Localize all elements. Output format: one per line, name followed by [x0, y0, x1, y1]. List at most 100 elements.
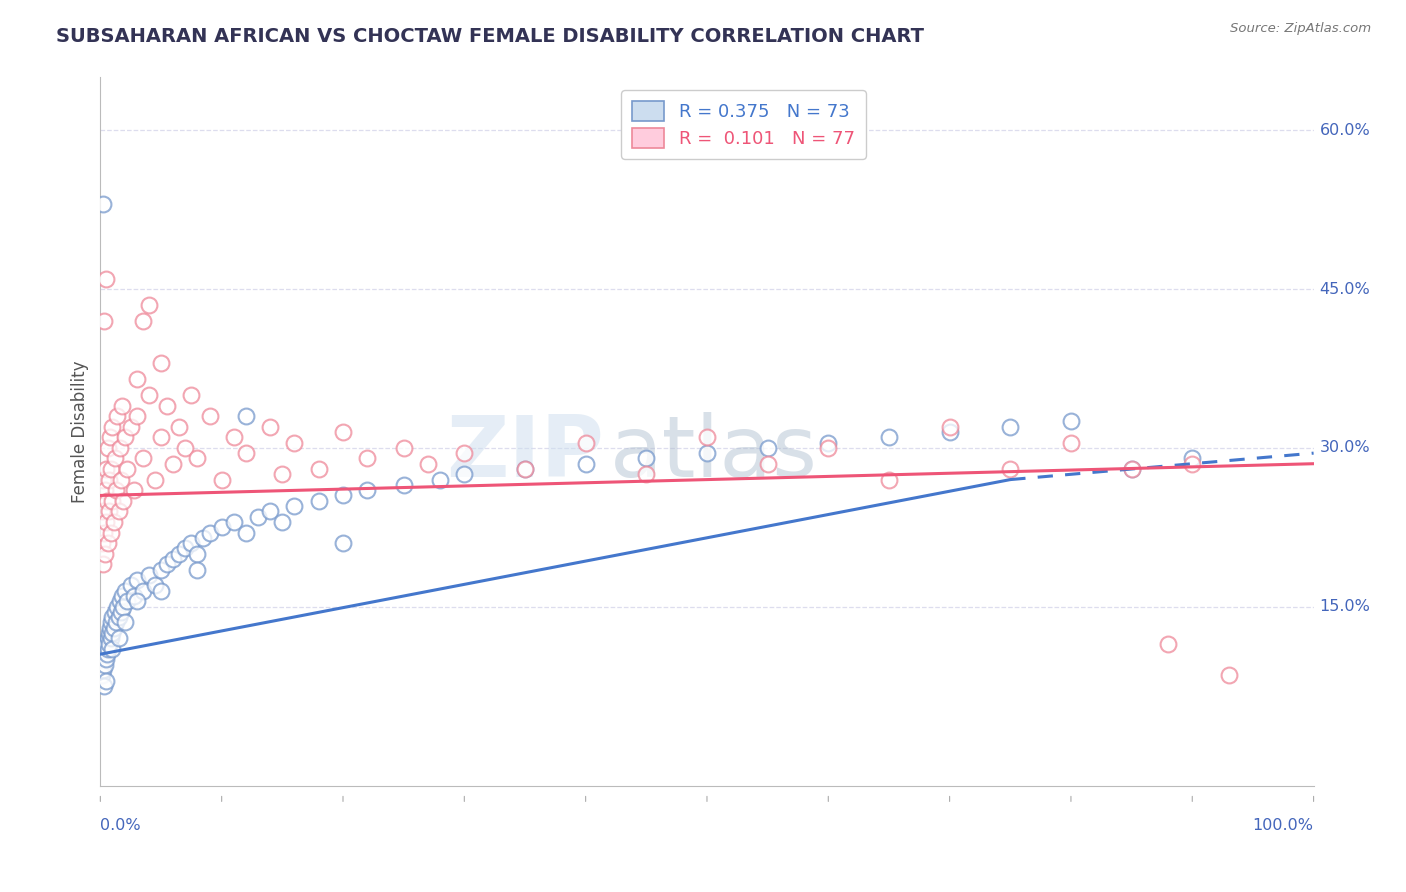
Point	[97, 641, 120, 656]
Point	[94, 641, 117, 656]
Point	[114, 430, 136, 444]
Point	[308, 493, 330, 508]
Point	[91, 197, 114, 211]
Text: 100.0%: 100.0%	[1253, 818, 1313, 833]
Point	[108, 594, 131, 608]
Point	[97, 632, 120, 646]
Point	[143, 473, 166, 487]
Point	[235, 446, 257, 460]
Point	[105, 409, 128, 423]
Point	[877, 473, 900, 487]
Point	[174, 541, 197, 556]
Point	[100, 615, 122, 630]
Point	[453, 446, 475, 460]
Text: ZIP: ZIP	[446, 412, 603, 495]
Point	[636, 451, 658, 466]
Point	[111, 589, 134, 603]
Point	[103, 621, 125, 635]
Point	[150, 563, 173, 577]
Point	[696, 430, 718, 444]
Point	[120, 578, 142, 592]
Point	[186, 547, 208, 561]
Point	[105, 615, 128, 630]
Point	[93, 647, 115, 661]
Point	[101, 641, 124, 656]
Point	[96, 637, 118, 651]
Point	[513, 462, 536, 476]
Point	[93, 657, 115, 672]
Point	[636, 467, 658, 482]
Text: 15.0%: 15.0%	[1320, 599, 1371, 614]
Point	[100, 462, 122, 476]
Point	[1060, 414, 1083, 428]
Point	[180, 536, 202, 550]
Point	[575, 457, 598, 471]
Point	[1060, 435, 1083, 450]
Point	[198, 409, 221, 423]
Point	[132, 583, 155, 598]
Point	[115, 594, 138, 608]
Point	[180, 388, 202, 402]
Point	[138, 388, 160, 402]
Point	[211, 473, 233, 487]
Point	[93, 473, 115, 487]
Point	[332, 488, 354, 502]
Point	[271, 467, 294, 482]
Point	[1218, 668, 1240, 682]
Point	[167, 547, 190, 561]
Point	[97, 626, 120, 640]
Point	[107, 504, 129, 518]
Point	[124, 589, 146, 603]
Legend: R = 0.375   N = 73, R =  0.101   N = 77: R = 0.375 N = 73, R = 0.101 N = 77	[621, 90, 866, 159]
Point	[100, 632, 122, 646]
Point	[162, 457, 184, 471]
Point	[120, 419, 142, 434]
Point	[101, 610, 124, 624]
Point	[101, 493, 124, 508]
Point	[98, 504, 121, 518]
Point	[97, 473, 120, 487]
Point	[96, 271, 118, 285]
Point	[114, 615, 136, 630]
Point	[332, 425, 354, 439]
Point	[138, 567, 160, 582]
Text: 60.0%: 60.0%	[1320, 123, 1371, 138]
Point	[186, 451, 208, 466]
Text: atlas: atlas	[610, 412, 818, 495]
Point	[150, 356, 173, 370]
Point	[332, 536, 354, 550]
Point	[696, 446, 718, 460]
Point	[111, 399, 134, 413]
Point	[96, 673, 118, 688]
Point	[112, 599, 135, 614]
Point	[101, 626, 124, 640]
Point	[105, 483, 128, 498]
Point	[174, 441, 197, 455]
Point	[93, 525, 115, 540]
Point	[1181, 451, 1204, 466]
Y-axis label: Female Disability: Female Disability	[72, 360, 89, 503]
Point	[143, 578, 166, 592]
Point	[392, 478, 415, 492]
Point	[110, 605, 132, 619]
Point	[125, 573, 148, 587]
Point	[150, 583, 173, 598]
Point	[110, 473, 132, 487]
Point	[96, 647, 118, 661]
Point	[259, 419, 281, 434]
Point	[125, 372, 148, 386]
Point	[938, 419, 960, 434]
Point	[112, 493, 135, 508]
Point	[94, 652, 117, 666]
Point	[94, 547, 117, 561]
Point	[356, 451, 378, 466]
Point	[138, 298, 160, 312]
Point	[283, 499, 305, 513]
Point	[90, 536, 112, 550]
Point	[198, 525, 221, 540]
Point	[124, 483, 146, 498]
Point	[1121, 462, 1143, 476]
Point	[93, 483, 115, 498]
Point	[156, 399, 179, 413]
Point	[97, 441, 120, 455]
